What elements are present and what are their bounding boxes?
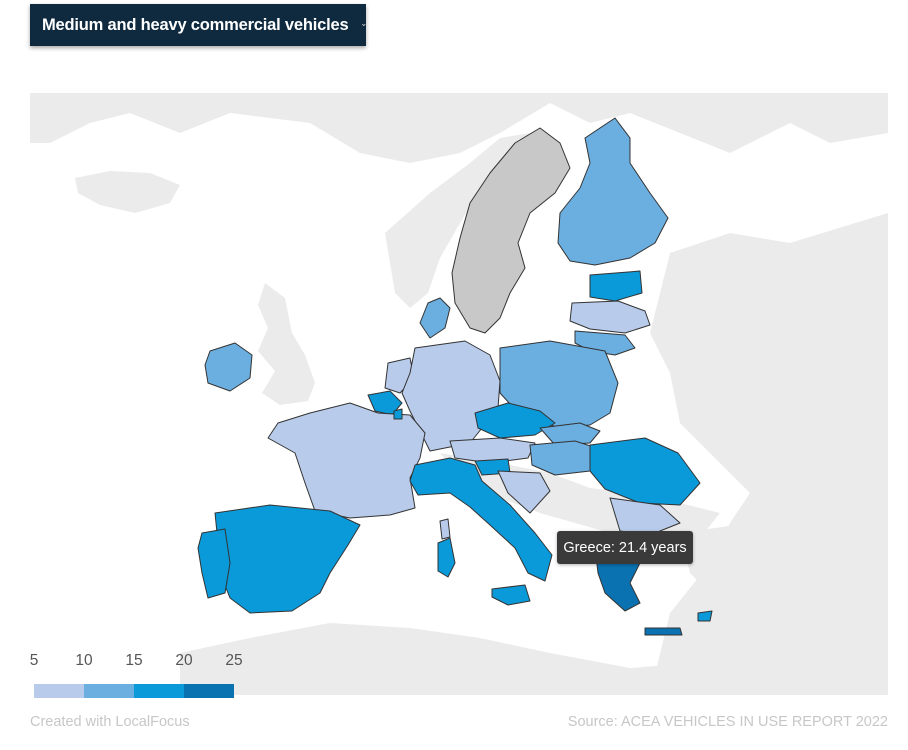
legend: 5 10 15 20 25: [30, 652, 254, 698]
background-north-africa: [180, 623, 750, 695]
source-text: Source: ACEA VEHICLES IN USE REPORT 2022: [567, 714, 888, 730]
map-svg: [30, 93, 888, 695]
legend-swatch: [134, 684, 184, 698]
legend-color-bar: [34, 684, 234, 698]
country-austria: [449, 437, 536, 464]
vehicle-type-dropdown[interactable]: Medium and heavy commercial vehicles: [30, 4, 366, 46]
country-romania: [589, 437, 701, 506]
background-turkey: [680, 523, 888, 613]
country-denmark: [419, 297, 451, 339]
chevron-down-icon: [362, 23, 366, 27]
legend-tick: 20: [175, 652, 193, 669]
background-russia-east: [650, 213, 888, 695]
choropleth-map[interactable]: [30, 93, 888, 695]
country-france: [267, 402, 426, 519]
country-luxembourg: [393, 408, 403, 420]
legend-tick: 10: [75, 652, 93, 669]
country-spain: [214, 504, 361, 614]
legend-tick: 25: [225, 652, 243, 669]
country-finland: [557, 117, 669, 266]
dropdown-label: Medium and heavy commercial vehicles: [42, 15, 349, 34]
country-cyprus: [697, 610, 713, 622]
country-sweden: [451, 127, 571, 334]
country-ireland: [204, 342, 253, 392]
legend-swatch: [184, 684, 234, 698]
country-slovakia: [539, 422, 601, 446]
country-sardinia: [437, 537, 456, 578]
legend-swatch: [84, 684, 134, 698]
country-croatia: [497, 470, 551, 514]
background-uk: [258, 283, 315, 405]
legend-swatch: [34, 684, 84, 698]
background-land-north: [30, 93, 888, 163]
country-latvia: [569, 300, 651, 334]
country-belgium: [367, 390, 403, 416]
country-sicily: [491, 584, 531, 606]
credit-link[interactable]: Created with LocalFocus: [30, 714, 190, 730]
country-portugal: [197, 528, 231, 599]
country-estonia: [589, 270, 643, 302]
legend-tick: 15: [125, 652, 143, 669]
background-iceland: [75, 171, 180, 213]
map-tooltip: Greece: 21.4 years: [557, 531, 693, 564]
country-bulgaria: [609, 497, 681, 536]
country-crete: [644, 627, 683, 636]
legend-tick: 5: [29, 652, 39, 669]
country-italy: [409, 457, 553, 582]
country-corsica: [439, 518, 451, 540]
background-norway-coast: [385, 133, 530, 308]
